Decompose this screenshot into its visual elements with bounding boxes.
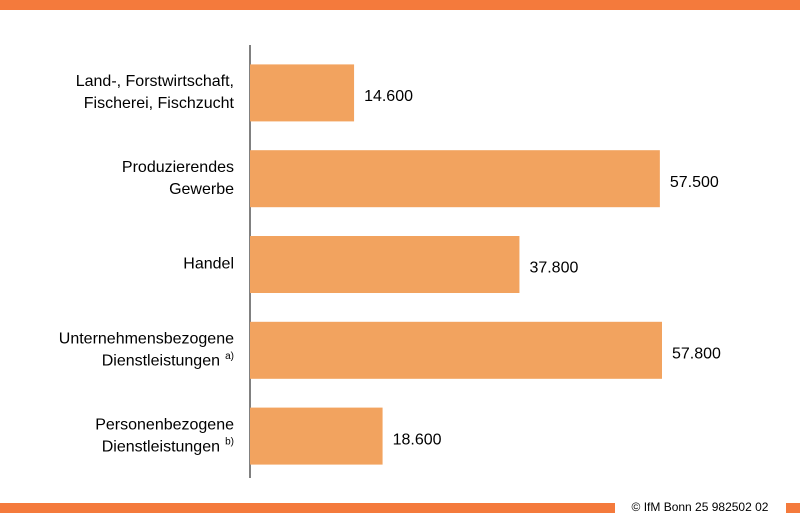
category-note: b) — [225, 437, 234, 448]
category-label: Unternehmensbezogene — [59, 331, 234, 348]
bar — [250, 236, 520, 293]
category-label: Personenbezogene — [95, 416, 234, 433]
top-stripe — [0, 0, 800, 10]
category-label: Fischerei, Fischzucht — [84, 95, 235, 112]
category-label: Handel — [183, 256, 234, 273]
value-label: 14.600 — [364, 88, 413, 105]
category-label: Produzierendes — [122, 159, 234, 176]
category-label: Land-, Forstwirtschaft, — [76, 73, 234, 90]
category-label: Dienstleistungen — [102, 353, 220, 370]
bar — [250, 64, 355, 122]
bottom-stripe — [0, 503, 615, 513]
category-label: Gewerbe — [169, 181, 234, 198]
bottom-stripe-end — [786, 503, 800, 513]
bar — [250, 407, 383, 465]
bar — [250, 321, 662, 379]
source: © IfM Bonn 25 982502 02 — [632, 500, 769, 513]
value-label: 57.500 — [670, 174, 719, 191]
category-note: a) — [225, 351, 234, 362]
value-label: 37.800 — [529, 260, 578, 277]
value-label: 18.600 — [393, 431, 442, 448]
value-label: 57.800 — [672, 346, 721, 363]
category-label: Dienstleistungen — [102, 438, 220, 455]
bar — [250, 150, 660, 208]
